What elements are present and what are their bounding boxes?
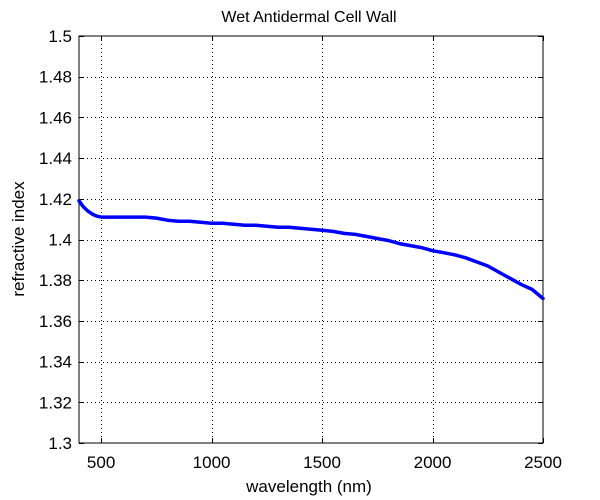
x-axis-label: wavelength (nm) (245, 477, 372, 496)
plot-area-frame (78, 35, 544, 444)
tick-labels: 500 1000 1500 2000 2500 1.3 1.32 1.34 1.36 1.38 1.… (39, 27, 562, 472)
ticks (79, 36, 544, 444)
y-tick-label: 1.46 (39, 108, 72, 127)
x-tick-label: 1000 (193, 453, 231, 472)
y-tick-label: 1.4 (48, 231, 72, 250)
x-tick-label: 1500 (303, 453, 341, 472)
x-tick-label: 2500 (524, 453, 562, 472)
chart-title: Wet Antidermal Cell Wall (221, 9, 396, 26)
grid (79, 36, 543, 443)
y-tick-label: 1.42 (39, 190, 72, 209)
y-tick-label: 1.44 (39, 149, 72, 168)
series-line (77, 199, 545, 301)
x-tick-label: 2000 (414, 453, 452, 472)
y-tick-label: 1.34 (39, 353, 72, 372)
y-axis-label: refractive index (9, 181, 28, 297)
y-tick-label: 1.3 (48, 434, 72, 453)
y-tick-label: 1.32 (39, 393, 72, 412)
y-tick-label: 1.5 (48, 27, 72, 46)
x-tick-label: 500 (87, 453, 115, 472)
y-tick-label: 1.36 (39, 312, 72, 331)
y-tick-label: 1.38 (39, 271, 72, 290)
y-tick-label: 1.48 (39, 68, 72, 87)
